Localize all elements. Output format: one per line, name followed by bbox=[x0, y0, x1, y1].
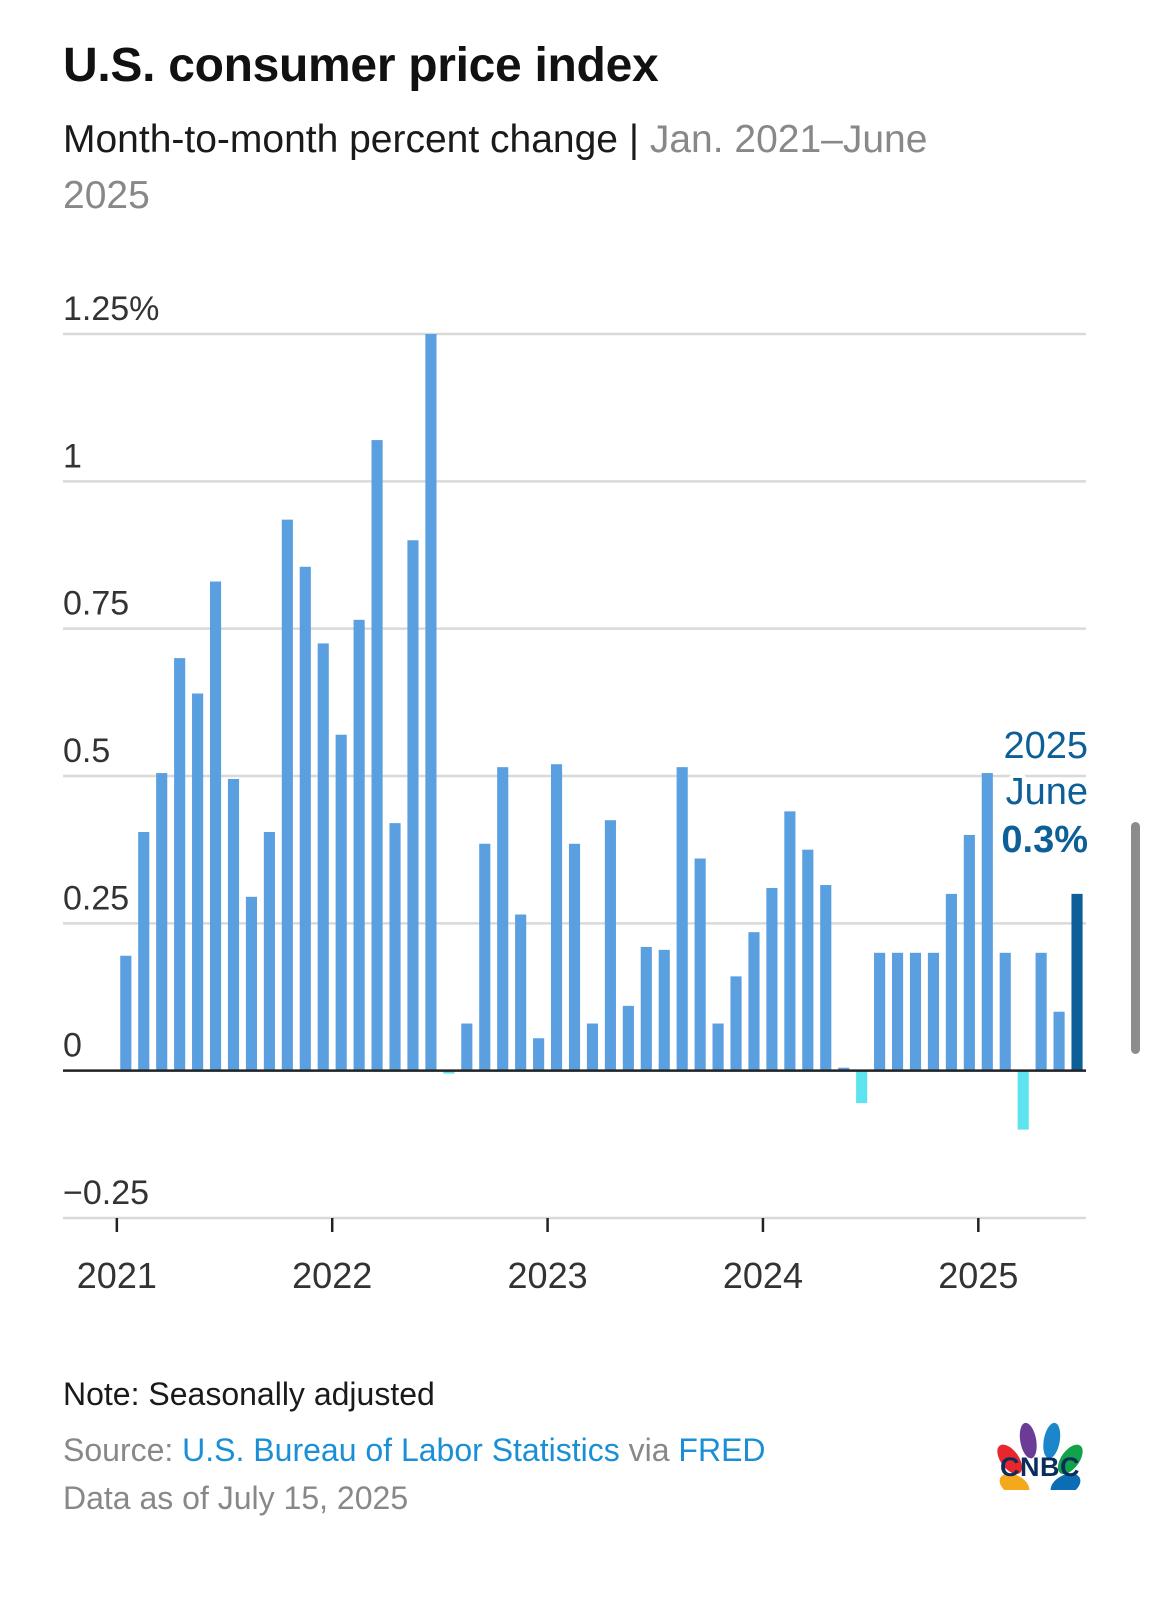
bar bbox=[425, 334, 437, 1071]
bar bbox=[245, 896, 258, 1071]
bar bbox=[299, 566, 311, 1071]
bar bbox=[353, 619, 365, 1071]
bar bbox=[604, 820, 616, 1071]
data-date: Data as of July 15, 2025 bbox=[63, 1480, 409, 1516]
annotation-halo: June bbox=[1006, 771, 1088, 813]
y-tick-label: −0.25 bbox=[63, 1174, 149, 1212]
annotation-halo: 2025 bbox=[1003, 725, 1088, 767]
bar bbox=[227, 778, 240, 1071]
chart-title: U.S. consumer price index bbox=[63, 39, 659, 92]
subtitle-separator: | bbox=[628, 118, 639, 161]
bar bbox=[927, 952, 940, 1071]
bar bbox=[945, 893, 957, 1071]
x-axis: 2021 2022 2023 2024 2025 bbox=[77, 1218, 1018, 1296]
y-tick-label: 1 bbox=[63, 437, 82, 475]
bar bbox=[1071, 893, 1083, 1071]
x-tick-label: 2025 bbox=[938, 1255, 1018, 1296]
x-tick-label: 2021 bbox=[77, 1255, 157, 1296]
bar bbox=[174, 658, 186, 1071]
cnbc-logo-text: CNBC bbox=[1000, 1452, 1080, 1482]
x-tick-label: 2024 bbox=[723, 1255, 803, 1296]
bar bbox=[658, 949, 670, 1071]
bar bbox=[640, 946, 652, 1071]
bar bbox=[533, 1038, 545, 1071]
bar bbox=[209, 581, 222, 1071]
bar bbox=[784, 811, 796, 1071]
bar bbox=[856, 1070, 868, 1104]
bar bbox=[874, 952, 886, 1071]
source-prefix: Source: bbox=[63, 1432, 174, 1468]
bar bbox=[712, 1023, 724, 1071]
bar bbox=[909, 952, 922, 1071]
bar bbox=[192, 693, 204, 1071]
bar bbox=[694, 858, 706, 1071]
bar bbox=[515, 914, 527, 1071]
bar bbox=[730, 976, 742, 1071]
source-via: via bbox=[628, 1432, 670, 1468]
scrollbar[interactable] bbox=[1131, 822, 1140, 1054]
bar bbox=[1035, 952, 1047, 1071]
subtitle-text: Month-to-month percent change bbox=[63, 118, 618, 161]
bar bbox=[389, 823, 401, 1071]
annotation-halo: 0.3% bbox=[1001, 819, 1088, 861]
source-link-fred[interactable]: FRED bbox=[678, 1432, 766, 1468]
bar bbox=[963, 834, 975, 1071]
bar bbox=[838, 1067, 850, 1071]
bar bbox=[891, 952, 904, 1071]
bar bbox=[568, 843, 581, 1071]
bar bbox=[497, 767, 509, 1071]
subtitle-date-range: Jan. 2021–June 2025 bbox=[63, 118, 928, 217]
y-tick-label: 0.75 bbox=[63, 585, 129, 623]
x-tick-label: 2023 bbox=[508, 1255, 588, 1296]
bar bbox=[802, 849, 814, 1071]
bars bbox=[120, 334, 1083, 1130]
bar bbox=[1053, 1011, 1065, 1071]
y-axis-labels: 1.25% 1 0.75 0.5 0.25 0 −0.25 bbox=[63, 290, 159, 1212]
bar bbox=[766, 887, 778, 1071]
y-tick-label: 1.25% bbox=[63, 290, 159, 328]
note: Note: Seasonally adjusted bbox=[63, 1376, 435, 1412]
bar bbox=[999, 952, 1011, 1071]
source-link-bls[interactable]: U.S. Bureau of Labor Statistics bbox=[182, 1432, 620, 1468]
bar bbox=[281, 519, 293, 1071]
bar bbox=[748, 932, 760, 1071]
bar bbox=[622, 1005, 634, 1071]
bar bbox=[479, 843, 491, 1071]
annotation-text: June bbox=[1006, 771, 1088, 813]
source-line: Source: U.S. Bureau of Labor Statistics … bbox=[63, 1432, 766, 1469]
bar bbox=[263, 831, 275, 1071]
cpi-bar-chart: 1.25% 1 0.75 0.5 0.25 0 −0.25 2021 2022 2023 2024… bbox=[63, 290, 1092, 1296]
bar bbox=[156, 773, 168, 1071]
annotation-text: 2025 bbox=[1003, 725, 1088, 767]
bar bbox=[981, 773, 993, 1071]
bar bbox=[335, 734, 347, 1071]
bar bbox=[1017, 1070, 1029, 1130]
y-tick-label: 0.5 bbox=[63, 732, 110, 770]
bar bbox=[443, 1070, 455, 1074]
bar bbox=[407, 540, 419, 1071]
x-tick-label: 2022 bbox=[292, 1255, 372, 1296]
bar bbox=[371, 440, 383, 1071]
bar bbox=[820, 885, 832, 1071]
bar bbox=[120, 955, 132, 1071]
bar bbox=[550, 764, 563, 1071]
bar bbox=[676, 767, 688, 1071]
y-tick-label: 0 bbox=[63, 1027, 82, 1065]
chart-subtitle: Month-to-month percent change | Jan. 202… bbox=[63, 112, 1023, 224]
y-tick-label: 0.25 bbox=[63, 879, 129, 917]
bar bbox=[138, 831, 150, 1071]
cnbc-peacock-icon bbox=[997, 1422, 1083, 1490]
bar bbox=[317, 643, 329, 1071]
bar bbox=[461, 1023, 473, 1071]
annotation-text: 0.3% bbox=[1001, 819, 1088, 861]
bar bbox=[586, 1023, 599, 1071]
